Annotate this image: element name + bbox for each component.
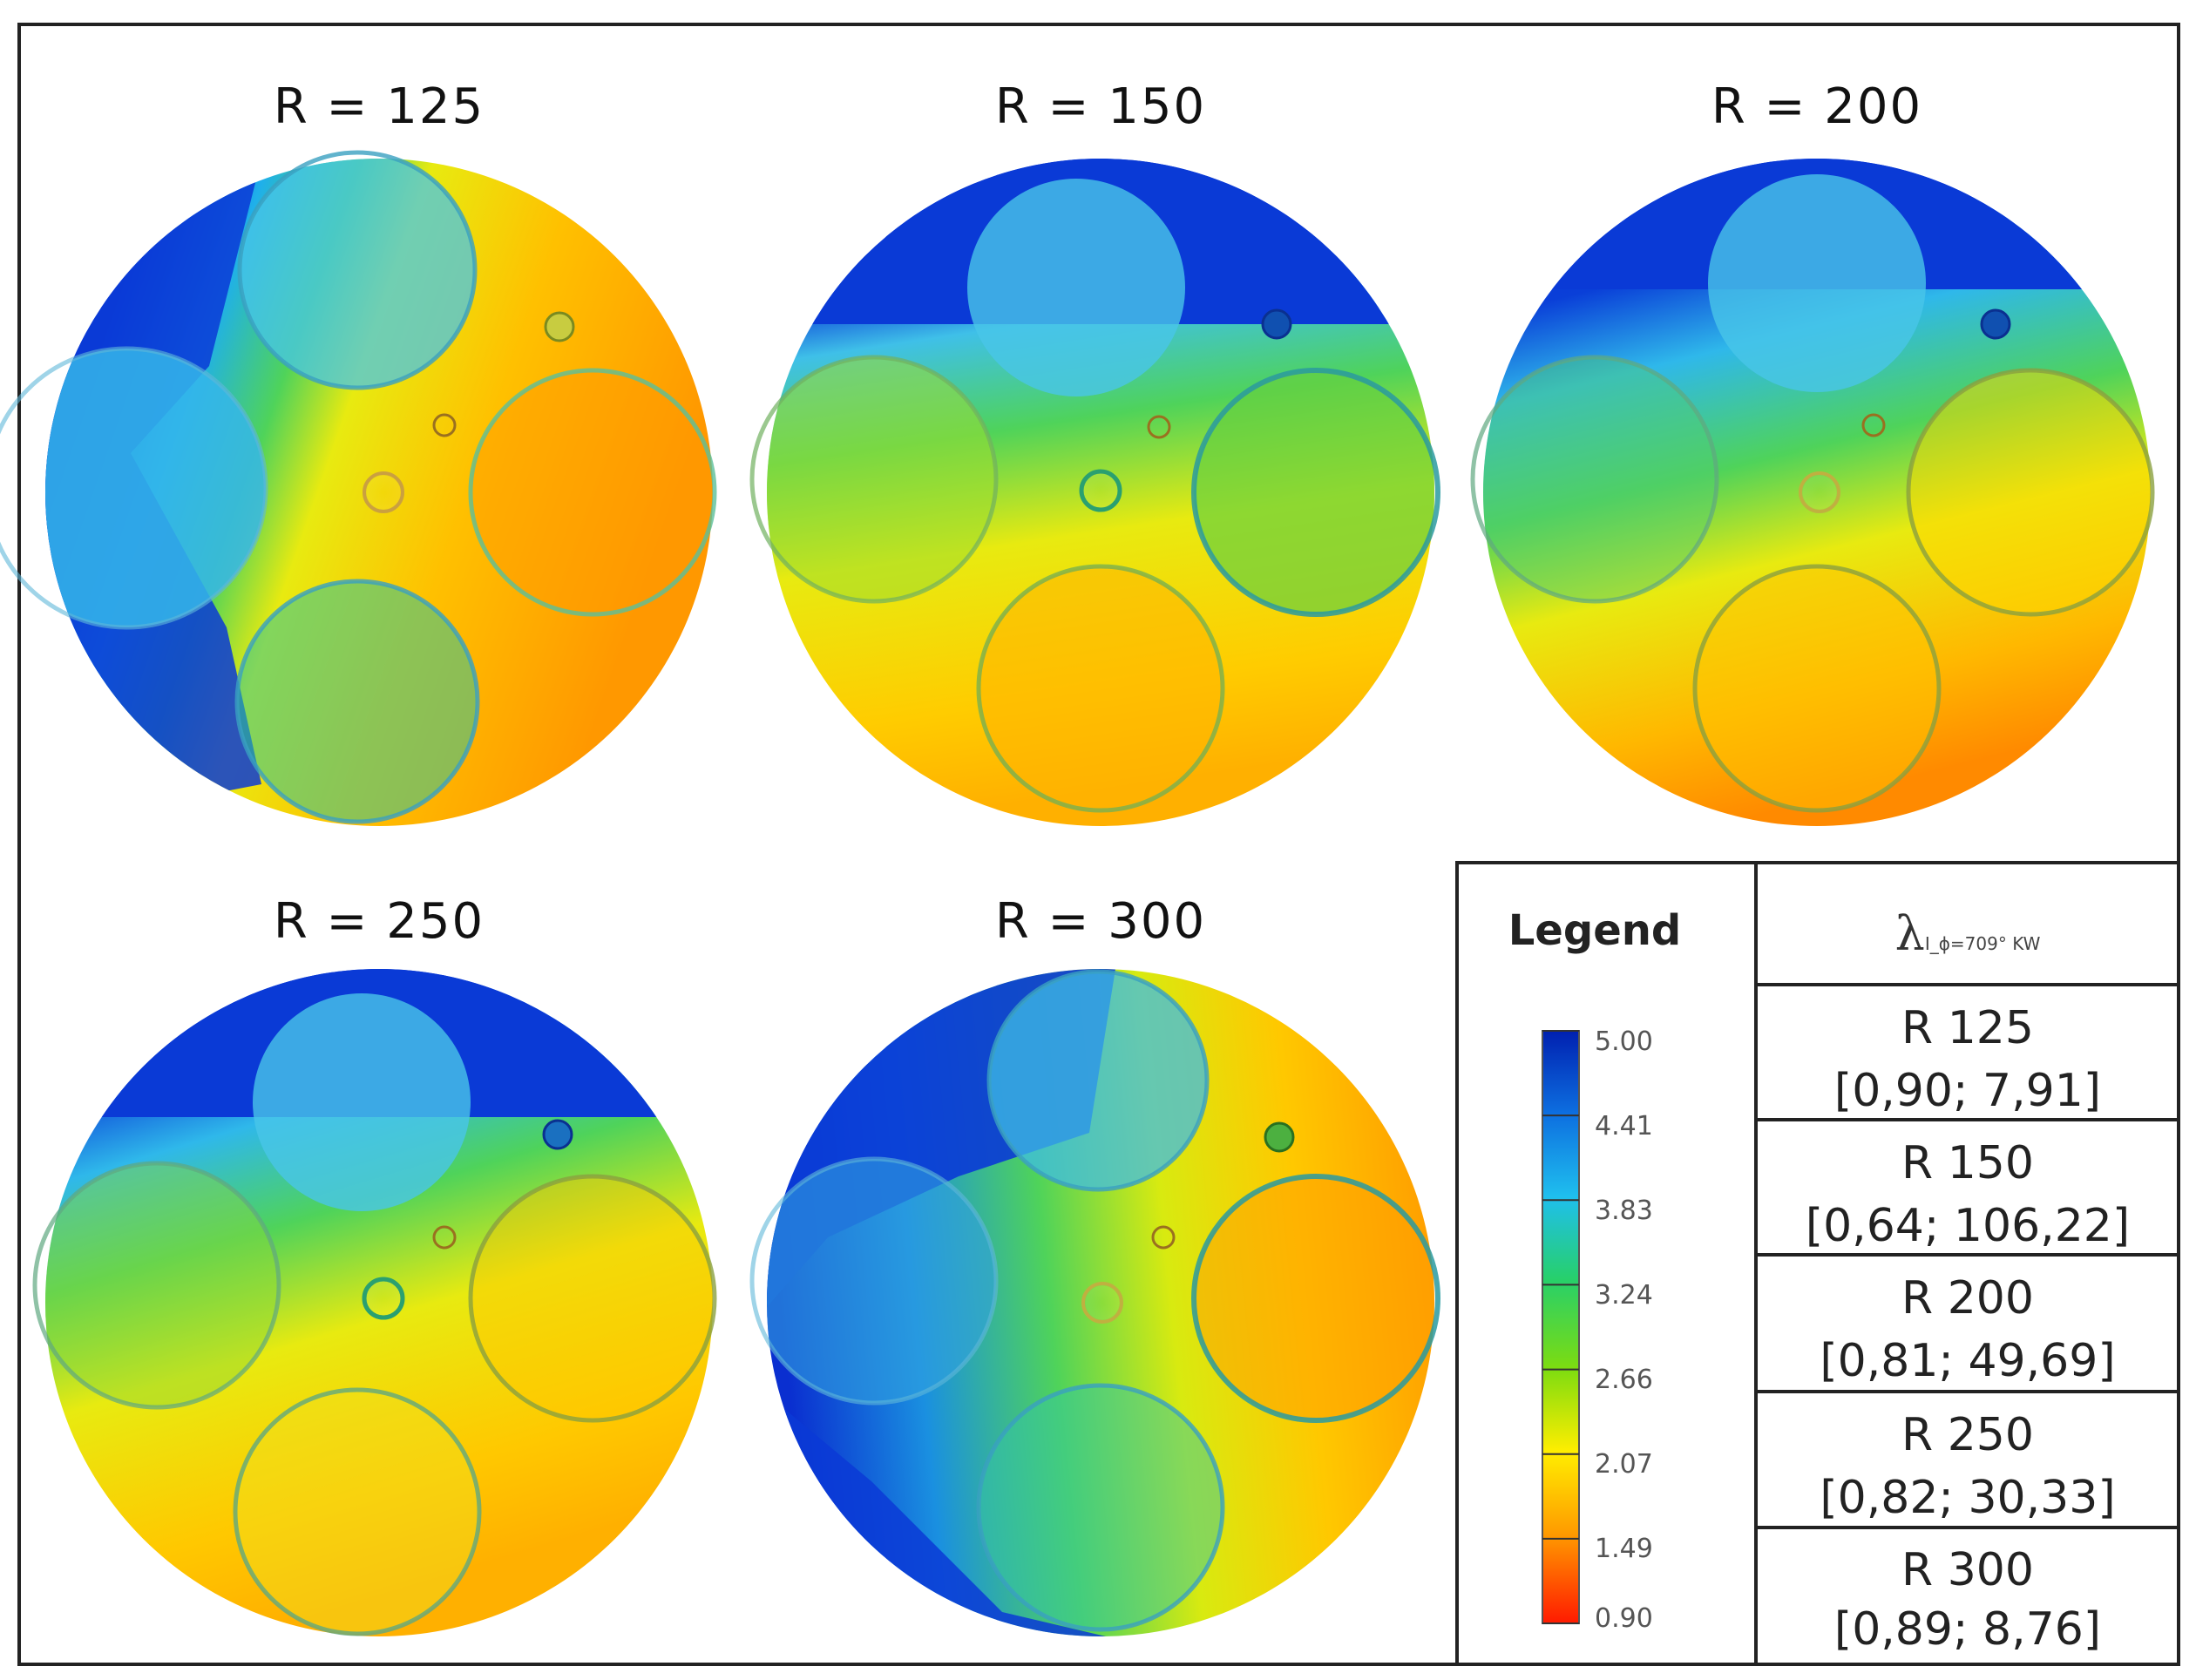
table-row-range: [0,81; 49,69]	[1820, 1335, 2116, 1387]
table-row-name: R 150	[1901, 1137, 2034, 1189]
legend-tick-label: 5.00	[1595, 1026, 1653, 1057]
legend-title: Legend	[1508, 906, 1682, 955]
legend-tick-label: 1.49	[1595, 1534, 1653, 1564]
table-row-name: R 300	[1901, 1544, 2034, 1596]
table-header: λI_ϕ=709° KW	[1895, 906, 2041, 961]
legend-tick-label: 4.41	[1595, 1111, 1653, 1141]
lambda-symbol: λ	[1894, 906, 1925, 961]
table-row-range: [0,82; 30,33]	[1820, 1472, 2116, 1524]
legend-tick-label: 0.90	[1595, 1603, 1653, 1634]
lambda-subscript: I_ϕ=709° KW	[1924, 933, 2041, 954]
table-row-name: R 200	[1901, 1272, 2034, 1324]
bore-map-r250	[32, 969, 717, 1636]
bore-map-r300	[749, 969, 1440, 1636]
legend-tick-label: 2.66	[1595, 1365, 1653, 1395]
panel-title-r300: R = 300	[994, 893, 1207, 950]
panel-title-r250: R = 250	[273, 893, 485, 950]
table-row-range: [0,90; 7,91]	[1833, 1065, 2102, 1117]
table-row-name: R 250	[1901, 1409, 2034, 1461]
bore-map-r125	[0, 150, 717, 826]
table-row-range: [0,64; 106,22]	[1805, 1200, 2131, 1252]
outer-frame	[17, 23, 2180, 1666]
bore-map-r200	[1470, 159, 2155, 826]
panel-title-r125: R = 125	[273, 78, 485, 135]
table-row-name: R 125	[1901, 1002, 2034, 1054]
legend-tick-label: 3.83	[1595, 1196, 1653, 1226]
table-row-range: [0,89; 8,76]	[1833, 1603, 2102, 1656]
colorbar	[1542, 1030, 1580, 1624]
legend-tick-label: 3.24	[1595, 1280, 1653, 1311]
colorbar-ticks	[1542, 1030, 1579, 1624]
panel-title-r150: R = 150	[994, 78, 1207, 135]
panel-title-r200: R = 200	[1711, 78, 1923, 135]
legend-tick-label: 2.07	[1595, 1449, 1653, 1480]
bore-map-r150	[749, 159, 1440, 826]
